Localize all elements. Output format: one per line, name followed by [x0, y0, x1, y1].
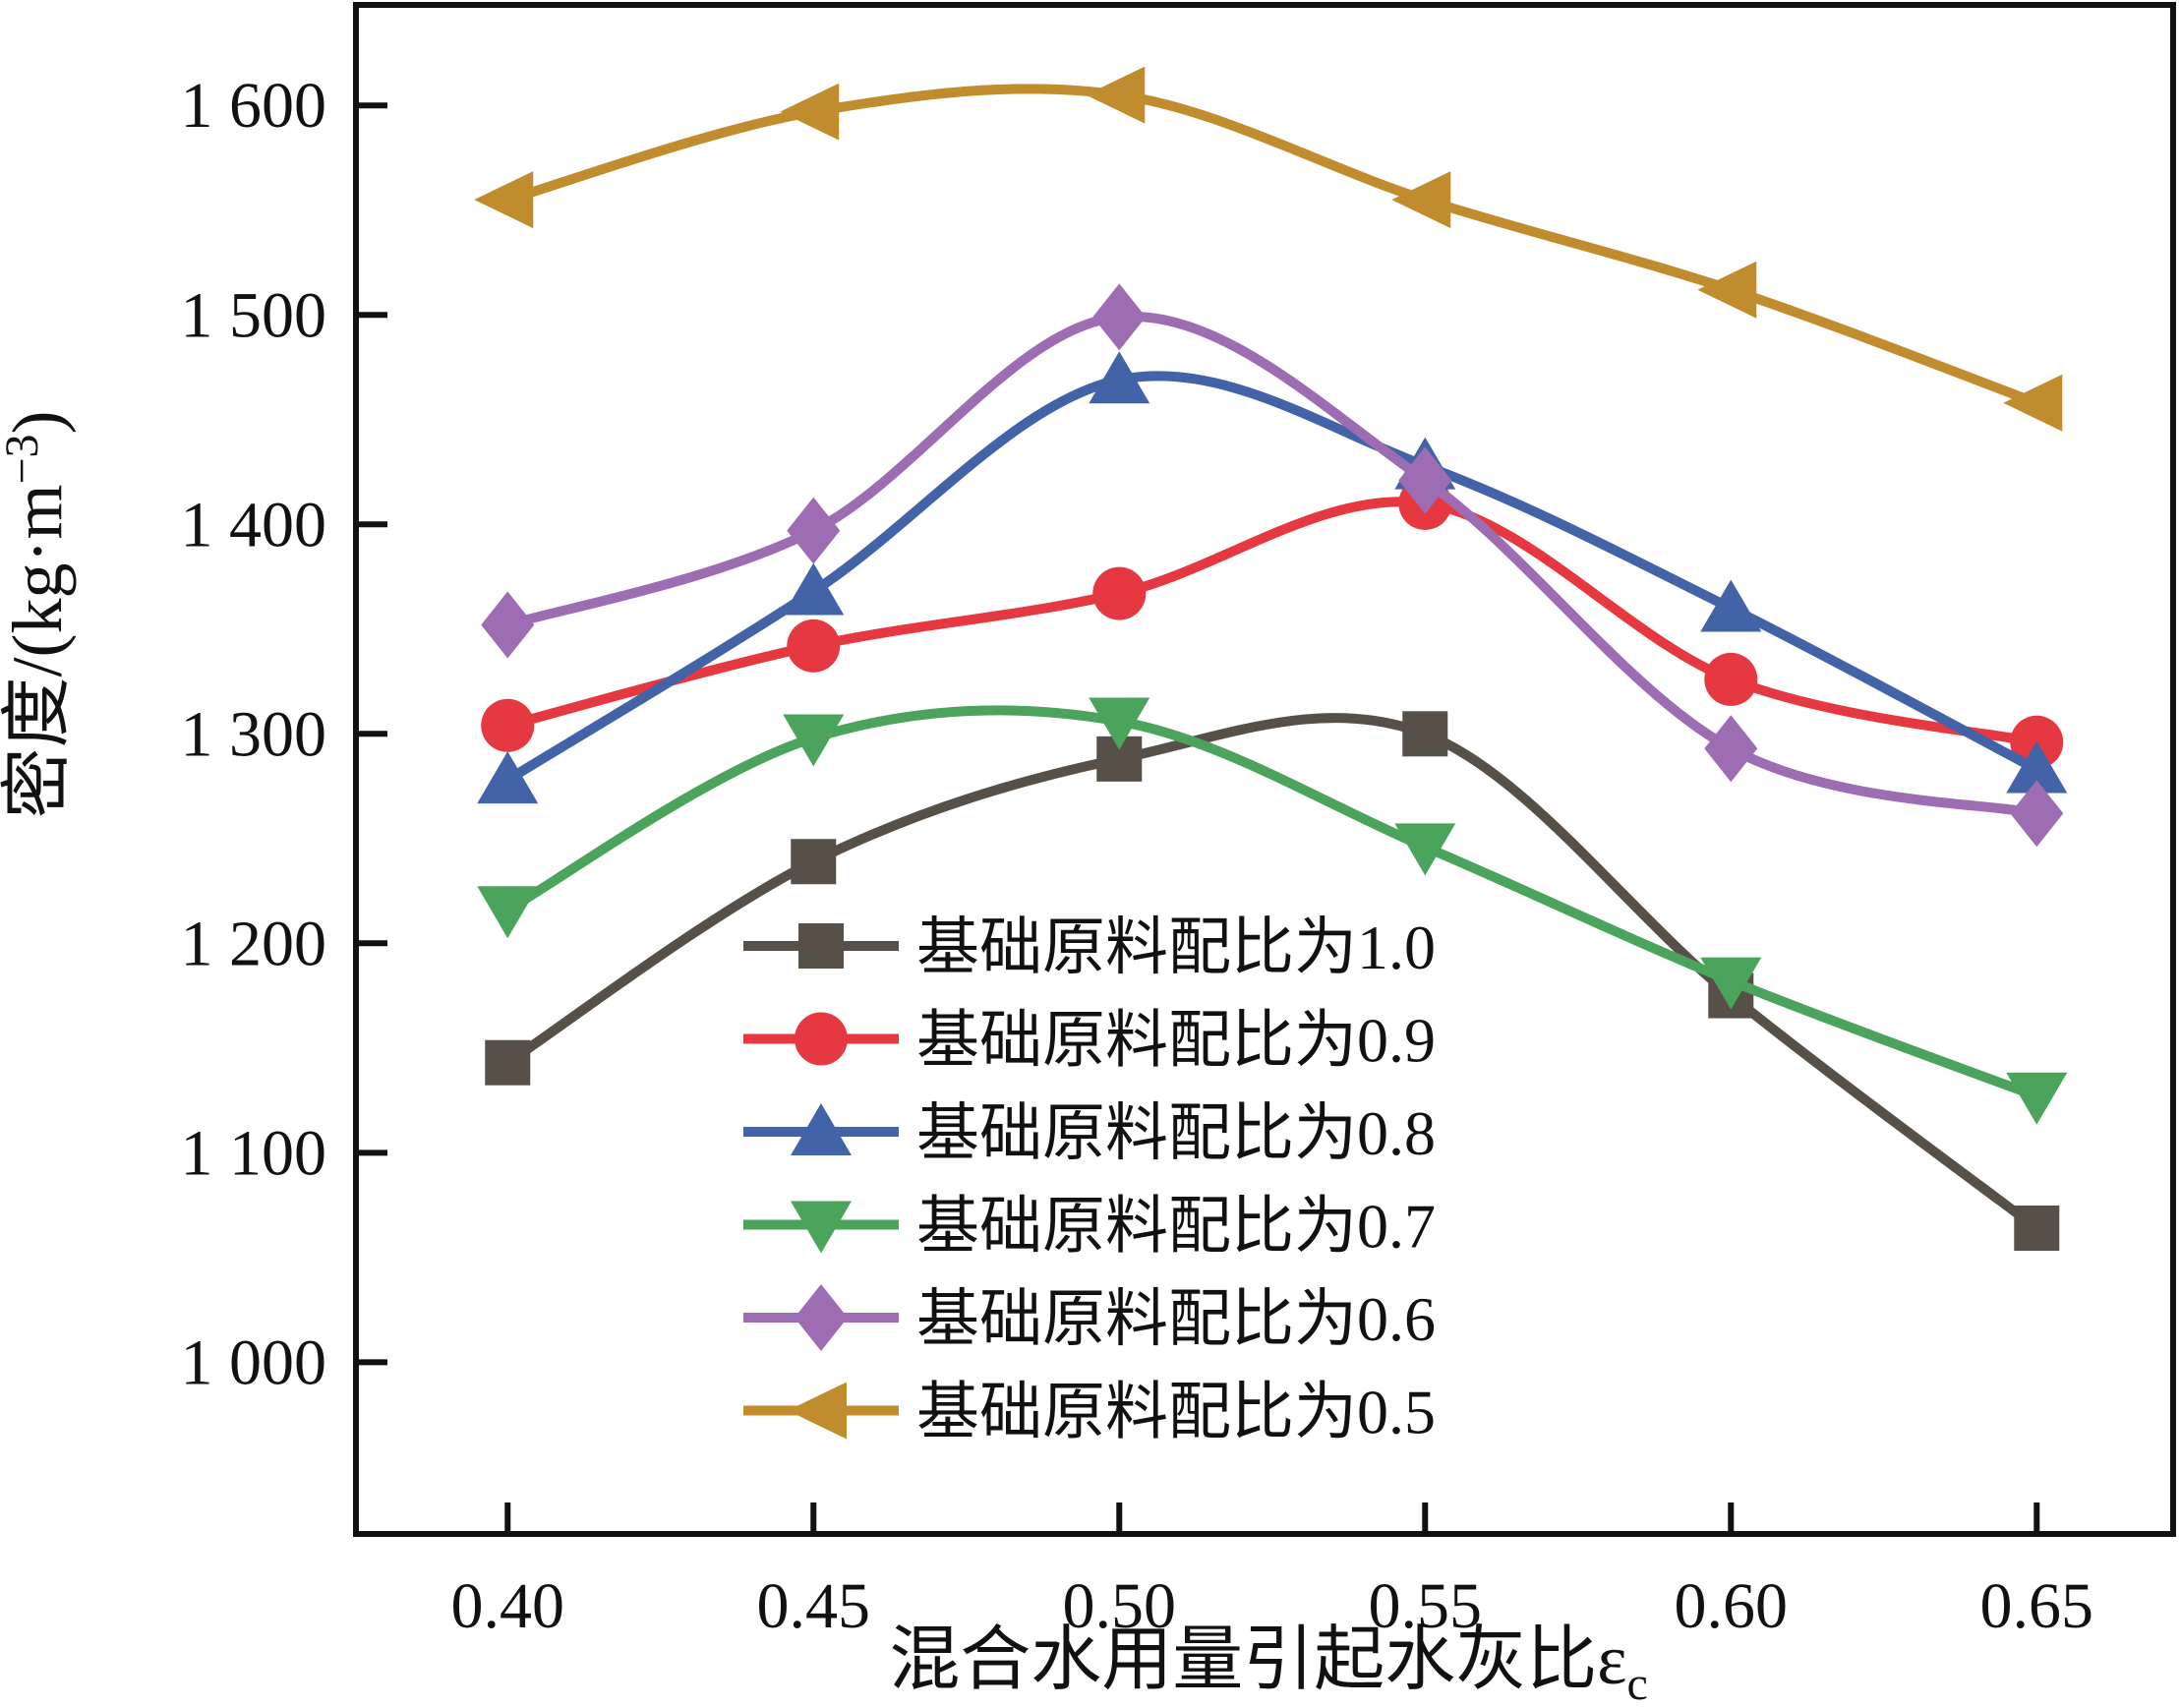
series-0-marker-1 [791, 839, 837, 885]
series-1-marker-4 [1704, 652, 1758, 706]
legend-marker-square-icon [798, 923, 844, 969]
y-tick-label: 1 400 [181, 489, 327, 560]
series-3-marker-3 [1394, 823, 1456, 876]
series-4-line [502, 311, 2042, 819]
legend-marker-triangle-down-icon [791, 1201, 852, 1254]
series-0-marker-3 [1402, 711, 1448, 757]
legend-label: 基础原料配比为0.9 [916, 1006, 1436, 1076]
series-1-line [502, 497, 2042, 747]
series-1-marker-1 [787, 618, 841, 673]
legend-label: 基础原料配比为0.5 [916, 1378, 1436, 1447]
series-4-marker-5 [2010, 780, 2064, 848]
series-3-marker-4 [1700, 957, 1762, 1010]
y-tick-label: 1 500 [181, 279, 327, 351]
series-0-marker-5 [2014, 1206, 2060, 1251]
x-tick-label: 0.40 [451, 1570, 565, 1642]
legend-marker-triangle-up-icon [791, 1103, 852, 1155]
x-tick-label: 0.50 [1063, 1570, 1177, 1642]
legend-marker-circle-icon [795, 1012, 848, 1066]
x-tick-label: 0.65 [1980, 1570, 2094, 1642]
series-4-marker-3 [1398, 446, 1452, 514]
legend-item: 基础原料配比为0.6 [743, 1284, 1436, 1354]
series-5-marker-2 [1086, 66, 1146, 124]
plot-frame [353, 2, 2176, 1537]
legend-item: 基础原料配比为0.7 [743, 1192, 1436, 1262]
series-5-line [502, 84, 2042, 408]
series-4-marker-4 [1704, 715, 1758, 783]
series-3-marker-2 [1089, 697, 1150, 750]
y-tick-label: 1 600 [181, 70, 327, 142]
series-1-marker-2 [1092, 566, 1147, 620]
series-2-marker-1 [783, 562, 845, 616]
series-4-marker-2 [1092, 283, 1147, 351]
legend-marker-triangle-left-icon [788, 1382, 847, 1440]
series-0-marker-0 [485, 1039, 531, 1086]
series-5-marker-4 [1697, 261, 1757, 319]
series-1-marker-0 [481, 698, 535, 752]
y-tick-label: 1 200 [181, 908, 327, 979]
series-3-marker-1 [783, 714, 845, 767]
legend-item: 基础原料配比为0.9 [743, 1006, 1436, 1076]
series-2-marker-5 [2006, 740, 2068, 794]
x-tick-label: 0.60 [1675, 1570, 1789, 1642]
series-2-marker-4 [1700, 579, 1762, 632]
x-tick-label: 0.55 [1369, 1570, 1483, 1642]
series-5-marker-1 [780, 83, 840, 141]
series-4-marker-1 [787, 497, 841, 564]
series-2-line [502, 371, 2042, 786]
legend-marker-diamond-icon [795, 1284, 848, 1351]
legend-label: 基础原料配比为0.8 [916, 1098, 1436, 1168]
series-5-marker-0 [474, 171, 534, 229]
legend-label: 基础原料配比为0.7 [916, 1192, 1436, 1262]
y-axis-title: 密度/(kg·m−3) [0, 410, 77, 818]
legend-item: 基础原料配比为0.8 [743, 1098, 1436, 1168]
x-tick-label: 0.45 [757, 1570, 871, 1642]
legend-item: 基础原料配比为0.5 [743, 1378, 1436, 1447]
series-5-marker-3 [1391, 171, 1451, 229]
series-2-marker-2 [1089, 351, 1150, 404]
legend-label: 基础原料配比为1.0 [916, 913, 1436, 982]
y-tick-label: 1 300 [181, 698, 327, 770]
legend-item: 基础原料配比为1.0 [743, 913, 1436, 982]
y-tick-label: 1 000 [181, 1326, 327, 1398]
series-3-line [502, 705, 2042, 1101]
y-tick-label: 1 100 [181, 1117, 327, 1189]
series-5-marker-5 [2003, 374, 2063, 432]
legend: 基础原料配比为1.0 基础原料配比为0.9 基础原料配比为0.8 基础原料配比为0.7… [743, 913, 1436, 1447]
series-3-marker-0 [477, 886, 539, 939]
series-4-marker-0 [481, 591, 535, 659]
series-2-marker-0 [477, 751, 539, 804]
x-axis-title: 混合水用量引起水灰比εc [889, 1620, 1648, 1708]
legend-label: 基础原料配比为0.6 [916, 1284, 1436, 1354]
series-3-marker-5 [2006, 1072, 2068, 1125]
series-0-line [502, 713, 2042, 1233]
